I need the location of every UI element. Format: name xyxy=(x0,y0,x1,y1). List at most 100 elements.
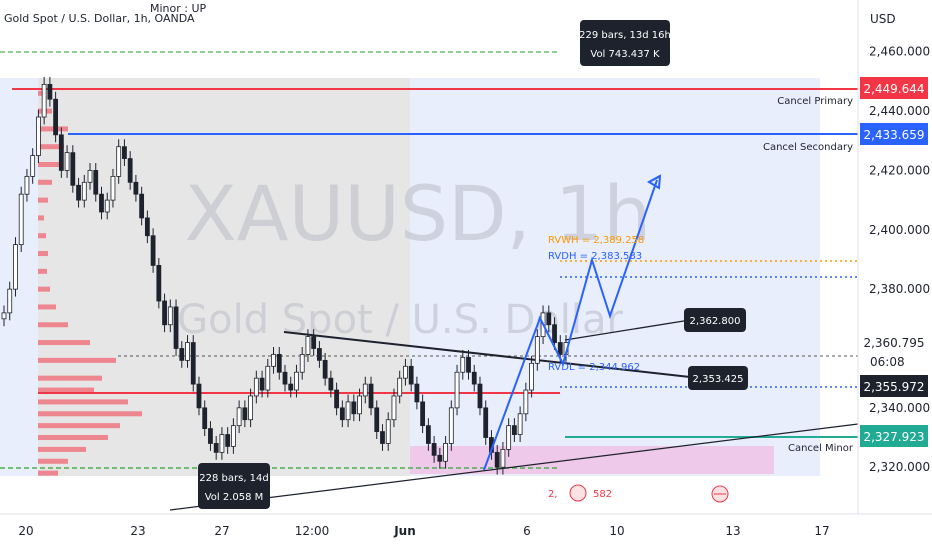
event-marker-icon[interactable] xyxy=(569,484,587,502)
candle-body xyxy=(351,401,357,415)
cancel-secondary-price-tag xyxy=(860,123,928,145)
candle-body xyxy=(265,365,271,391)
price-axis-ticks: 2,460.000 2,440.000 2,420.000 2,400.000 2,38… xyxy=(869,45,930,474)
candle-body xyxy=(139,193,145,219)
callout-upper[interactable] xyxy=(684,308,746,332)
volume-profile-bar xyxy=(38,375,102,381)
candle-body xyxy=(64,152,70,171)
candle-body xyxy=(127,158,133,183)
cancel-minor-price: 2,327.923 xyxy=(863,430,924,444)
candle-body xyxy=(230,425,236,447)
candle-body xyxy=(36,116,41,157)
candle-body xyxy=(334,389,340,409)
candle-body xyxy=(534,336,540,364)
current-price-tag xyxy=(860,330,928,374)
candle-body xyxy=(483,407,489,438)
time-tick-label: 20 xyxy=(18,524,33,538)
volume-profile-bar xyxy=(38,357,116,363)
candle-body xyxy=(1,312,7,320)
candle-body xyxy=(13,244,18,290)
candle-body xyxy=(219,434,225,453)
candle-body xyxy=(47,83,53,100)
candle-body xyxy=(305,336,311,355)
candle-body xyxy=(110,175,116,201)
range-box-right[interactable] xyxy=(580,20,670,66)
candle-body xyxy=(511,425,517,435)
volume-profile-bar xyxy=(38,126,68,132)
candle-body xyxy=(529,362,534,391)
price-tick-label: 2,320.000 xyxy=(869,460,930,474)
volume-profile-bar xyxy=(38,286,50,292)
rvdl-bottom-label-2: 582 xyxy=(593,489,612,500)
volume-profile-bar xyxy=(38,304,56,310)
candle-body xyxy=(506,425,512,450)
range-right-bars: 229 bars, 13d 16h xyxy=(579,30,671,41)
candle-body xyxy=(133,181,139,195)
candle-body xyxy=(397,377,403,397)
time-tick-label: Jun xyxy=(393,524,416,538)
candle-body xyxy=(242,407,248,421)
volume-profile-bar xyxy=(38,340,90,346)
projection-arrow-left xyxy=(648,175,661,183)
candle-body xyxy=(420,401,426,427)
candle-body xyxy=(494,451,500,468)
volume-profile-bar xyxy=(38,251,48,257)
volume-profile-bar xyxy=(38,423,120,429)
cancel-primary-label: Cancel Primary xyxy=(777,96,853,107)
candle-body xyxy=(81,181,87,201)
candle-body xyxy=(345,401,351,421)
range-left-vol: Vol 2.058 M xyxy=(205,492,264,503)
rvdl-label: RVDL = 2,344.962 xyxy=(548,362,640,373)
candle-body xyxy=(414,383,420,403)
candle-body xyxy=(122,146,127,159)
callout-upper-leader xyxy=(564,319,691,341)
candle-body xyxy=(546,312,552,326)
candle-body xyxy=(276,354,282,373)
candle-body xyxy=(167,306,173,326)
candle-body xyxy=(362,383,368,397)
candle-body xyxy=(70,152,76,186)
time-tick-label: 23 xyxy=(130,524,145,538)
candle-body xyxy=(53,98,59,136)
second-price-tag xyxy=(860,375,928,397)
price-tick-label: 2,420.000 xyxy=(869,163,930,177)
candle-body xyxy=(448,407,454,444)
price-tick-label: 2,380.000 xyxy=(869,282,930,296)
time-axis[interactable]: 20 23 27 12:00 Jun 6 10 13 17 xyxy=(18,524,829,538)
candle-body xyxy=(557,342,563,355)
candle-body xyxy=(408,365,414,385)
candle-body xyxy=(41,83,47,118)
candle-body xyxy=(271,354,276,367)
volume-profile-bar xyxy=(38,268,47,274)
candle-body xyxy=(460,356,466,373)
candle-body xyxy=(225,434,231,447)
volume-profile-bar xyxy=(38,387,94,393)
projection-path xyxy=(483,179,658,471)
volume-profile-bar xyxy=(38,215,44,221)
candle-body xyxy=(248,395,253,421)
cancel-primary-price: 2,449.644 xyxy=(863,82,924,96)
price-tick-label: 2,400.000 xyxy=(869,223,930,237)
candle-body xyxy=(403,365,408,379)
rvwh-label: RVWH = 2,389.258 xyxy=(548,235,644,246)
candle-body xyxy=(7,288,13,314)
range-right-vol: Vol 743.437 K xyxy=(590,49,660,60)
callout-lower[interactable] xyxy=(688,366,748,390)
range-box-left[interactable] xyxy=(198,463,270,509)
candle-body xyxy=(18,193,24,246)
candle-body xyxy=(208,428,213,444)
candle-body xyxy=(185,342,190,361)
cancel-primary-price-tag xyxy=(860,77,928,99)
cancel-secondary-price: 2,433.659 xyxy=(863,128,924,142)
candle-body xyxy=(425,425,431,444)
current-price-value: 2,360.795 xyxy=(863,336,924,350)
candle-body xyxy=(311,336,317,349)
volume-profile-bar xyxy=(38,144,64,150)
chart-title: Gold Spot / U.S. Dollar, 1h, OANDA xyxy=(4,12,195,25)
candle-body xyxy=(357,395,362,415)
candle-body xyxy=(368,383,374,409)
candle-body xyxy=(93,170,99,195)
candle-body xyxy=(471,371,477,385)
price-tick-label: 2,460.000 xyxy=(869,45,930,59)
